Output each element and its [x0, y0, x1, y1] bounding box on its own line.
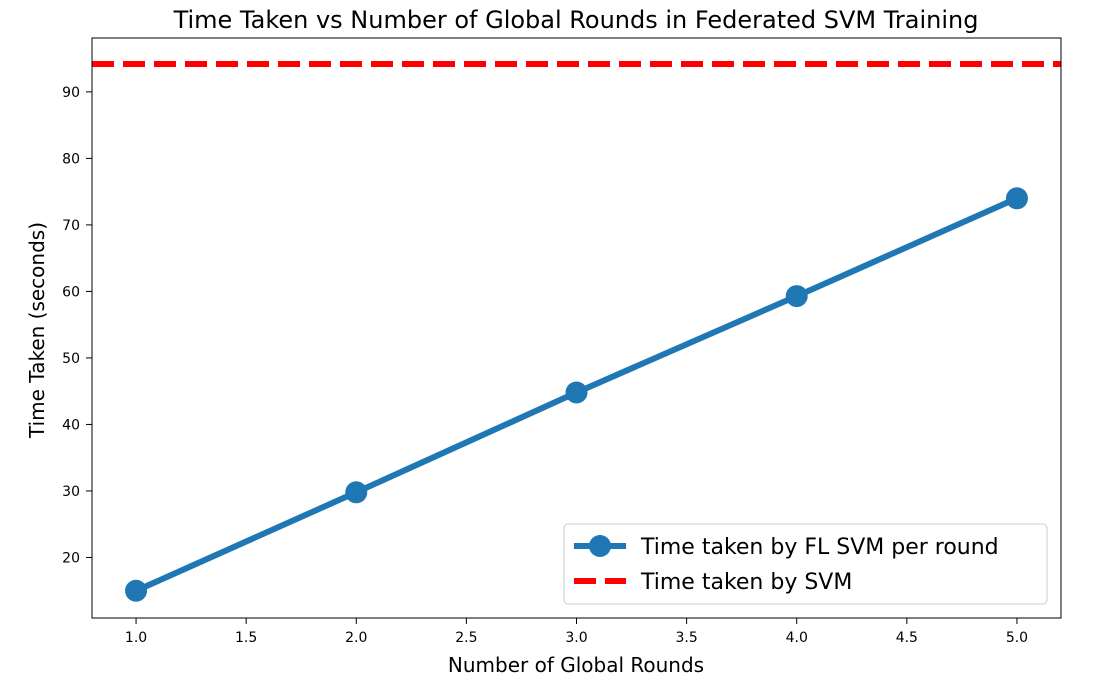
legend-label-fl-svm: Time taken by FL SVM per round: [640, 535, 999, 560]
y-tick-label: 20: [62, 550, 80, 566]
data-point: [1005, 187, 1028, 210]
y-tick-label: 60: [62, 284, 80, 300]
y-tick-label: 70: [62, 218, 80, 234]
x-tick-label: 4.5: [896, 630, 918, 646]
x-axis-label: Number of Global Rounds: [448, 653, 704, 677]
x-tick-label: 1.0: [125, 630, 147, 646]
y-tick-label: 50: [62, 351, 80, 367]
y-tick-label: 90: [62, 85, 80, 101]
legend: Time taken by FL SVM per round Time taken…: [563, 523, 1048, 605]
x-tick-label: 3.0: [565, 630, 587, 646]
axes-layer: 1.0 1.5 2.0 2.5 3.0 3.5 4.0 4.5 5.0 20 30 40 50 60 70 8…: [62, 37, 1062, 646]
chart-title: Time Taken vs Number of Global Rounds in…: [173, 6, 979, 34]
x-tick-label: 1.5: [235, 630, 257, 646]
legend-marker-fl-svm: [589, 535, 611, 557]
data-point: [345, 481, 368, 504]
y-tick-label: 30: [62, 484, 80, 500]
x-tick-label: 4.0: [786, 630, 808, 646]
data-point: [565, 381, 588, 404]
plot-layer: [92, 60, 1061, 602]
legend-box: [563, 523, 1048, 605]
legend-label-svm: Time taken by SVM: [640, 570, 852, 595]
x-tick-label: 2.5: [455, 630, 477, 646]
plot-area: [92, 60, 1061, 602]
y-tick-label: 80: [62, 151, 80, 167]
x-tick-label: 2.0: [345, 630, 367, 646]
y-axis-label: Time Taken (seconds): [25, 222, 49, 439]
data-point: [125, 579, 148, 602]
data-point: [785, 285, 808, 308]
y-tick-label: 40: [62, 417, 80, 433]
x-tick-label: 5.0: [1006, 630, 1028, 646]
x-tick-label: 3.5: [675, 630, 697, 646]
